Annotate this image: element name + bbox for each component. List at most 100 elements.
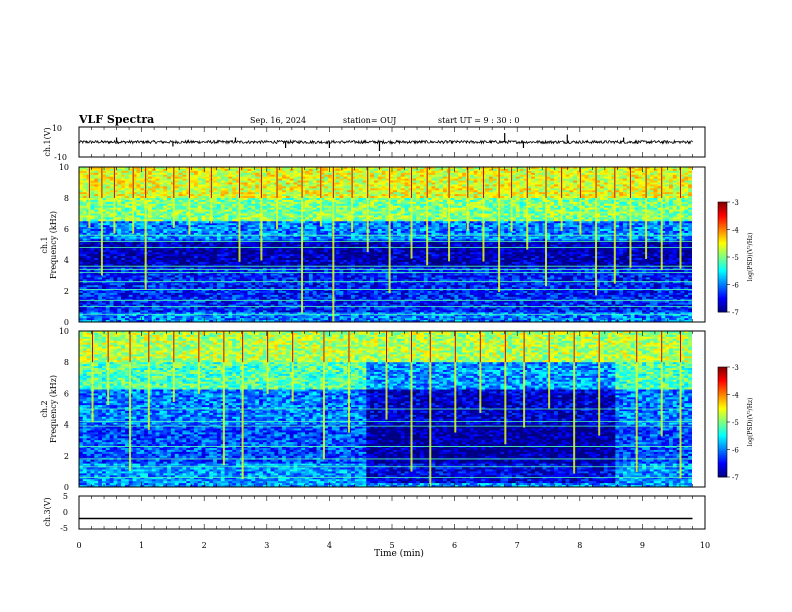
spheric-streak-2	[129, 331, 132, 471]
spheric-core-3	[132, 167, 134, 198]
time-tick-label-4: 4	[327, 541, 332, 550]
colorbar-cell	[718, 216, 727, 219]
ch2-spectrogram-channel-label: ch.2	[40, 400, 49, 417]
spheric-streak-17	[410, 167, 413, 259]
spheric-core-10	[276, 167, 278, 198]
freq-tick-label-2: 2	[64, 452, 69, 461]
freq-tick-label-4: 4	[64, 421, 69, 430]
colorbar-cell	[718, 462, 727, 465]
spheric-core-7	[210, 167, 212, 198]
colorbar-cell	[718, 213, 727, 216]
spheric-core-23	[661, 331, 663, 363]
colorbar-cell	[718, 412, 727, 416]
colorbar-label: log(PSD)(V²/Hz)	[747, 398, 754, 447]
spheric-streak-21	[598, 331, 601, 436]
colorbar-tick-label--4: -4	[732, 392, 739, 400]
colorbar-cell	[718, 405, 727, 408]
colorbar-cell	[718, 414, 727, 417]
ch1-ytick-bottom: -10	[54, 153, 67, 162]
spheric-core-2	[129, 331, 131, 363]
colorbar-tick-label--5: -5	[732, 419, 739, 427]
spheric-streak-23	[660, 331, 663, 437]
colorbar-tick-label--7: -7	[732, 474, 739, 482]
colorbar-cell	[718, 238, 727, 241]
spheric-streak-24	[526, 167, 529, 250]
colorbar-cell	[718, 433, 727, 436]
colorbar-cell	[718, 251, 727, 254]
time-tick-label-6: 6	[452, 541, 457, 550]
spheric-core-14	[429, 331, 431, 363]
spheric-core-25	[545, 167, 547, 198]
spheric-streak-28	[595, 167, 598, 296]
colorbar-cell	[718, 418, 727, 421]
spheric-streak-19	[548, 331, 551, 409]
colorbar-cell	[718, 458, 727, 461]
colorbar-cell	[718, 266, 727, 269]
colorbar-cell	[718, 297, 727, 300]
colorbar-cell	[718, 236, 727, 240]
colorbar-cell	[718, 372, 727, 375]
spheric-streak-23	[510, 167, 513, 232]
colorbar-cell	[718, 436, 727, 439]
freq-tick-label-10: 10	[59, 327, 69, 336]
colorbar-cell	[718, 445, 727, 449]
spheric-core-18	[523, 331, 525, 363]
colorbar-cell	[718, 427, 727, 430]
colorbar-cell	[718, 262, 727, 265]
spheric-core-21	[598, 331, 600, 363]
colorbar-cell	[718, 202, 727, 205]
colorbar-cell	[718, 247, 727, 251]
colorbar-cell	[718, 423, 727, 427]
spheric-streak-20	[466, 167, 469, 232]
spheric-streak-11	[301, 167, 304, 314]
time-tick-label-7: 7	[515, 541, 520, 550]
colorbar-cell	[718, 431, 727, 434]
colorbar-cell	[718, 396, 727, 399]
spheric-core-0	[92, 331, 94, 363]
spheric-streak-6	[188, 167, 191, 235]
ch3-ytick-mid: 0	[63, 508, 68, 517]
colorbar-cell	[718, 277, 727, 280]
spheric-streak-10	[276, 167, 279, 230]
colorbar-cell	[718, 451, 727, 454]
spheric-streak-3	[147, 331, 150, 430]
spheric-streak-4	[144, 167, 147, 290]
colorbar-cell	[718, 207, 727, 210]
spheric-streak-18	[523, 331, 526, 428]
ch1-ytick-top: 10	[52, 124, 62, 133]
colorbar-cell	[718, 273, 727, 276]
colorbar-cell	[718, 422, 727, 425]
time-tick-label-8: 8	[577, 541, 582, 550]
colorbar-cell	[718, 475, 727, 478]
colorbar-cell	[718, 389, 727, 392]
colorbar-cell	[718, 275, 727, 278]
spheric-core-21	[482, 167, 484, 198]
colorbar-cell	[718, 367, 727, 370]
spheric-core-19	[448, 167, 450, 198]
spheric-core-17	[504, 331, 506, 363]
colorbar-cell	[718, 260, 727, 263]
spheric-streak-29	[613, 167, 616, 284]
spheric-core-4	[145, 167, 147, 198]
spheric-streak-9	[291, 331, 294, 402]
colorbar-cell	[718, 440, 727, 443]
spheric-core-24	[526, 167, 528, 198]
spheric-core-13	[411, 331, 413, 363]
colorbar-cell	[718, 211, 727, 214]
colorbar-cell	[718, 416, 727, 419]
date-label: Sep. 16, 2024	[250, 116, 306, 125]
spheric-streak-4	[172, 331, 175, 403]
spheric-core-12	[320, 167, 322, 198]
spheric-core-11	[348, 331, 350, 363]
colorbar-cell	[718, 429, 727, 432]
spheric-streak-14	[429, 331, 432, 487]
spheric-streak-12	[385, 331, 388, 420]
spheric-core-23	[511, 167, 513, 198]
time-tick-label-10: 10	[700, 541, 710, 550]
colorbar-cell	[718, 401, 727, 405]
spheric-streak-25	[545, 167, 548, 287]
spheric-core-2	[113, 167, 115, 198]
spheric-core-17	[411, 167, 413, 198]
freq-tick-label-10: 10	[59, 163, 69, 172]
